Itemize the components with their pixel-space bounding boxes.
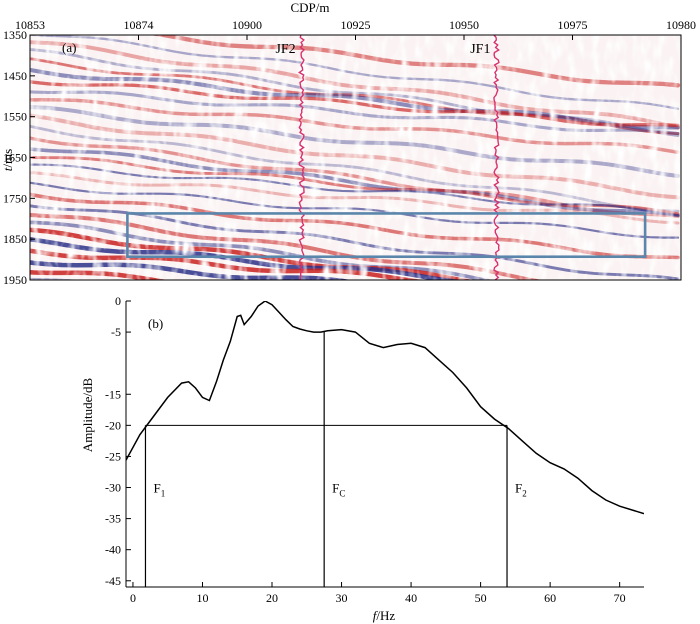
spectrum-y-tick-label: -5: [111, 325, 121, 339]
spectrum-x-tick-label: 0: [130, 591, 136, 605]
seismic-y-tick-label: 1550: [3, 110, 27, 124]
spectrum-x-tick-label: 30: [336, 591, 348, 605]
seismic-x-tick-label: 10950: [449, 18, 479, 32]
panel-b-label: (b): [148, 316, 163, 331]
seismic-y-tick-label: 1650: [3, 151, 27, 165]
spectrum-x-tick-label: 10: [196, 591, 208, 605]
well-trace-jf1: [493, 35, 500, 280]
spectrum-y-tick-label: 0: [115, 294, 121, 308]
seismic-x-tick-label: 10853: [15, 18, 45, 32]
spectrum-markers: [144, 331, 508, 587]
panel-a-label: (a): [62, 40, 76, 55]
seismic-y-axis-symbol: t: [0, 167, 15, 171]
spectrum-x-axis-symbol: f: [373, 608, 379, 623]
spectrum-x-tick-label: 20: [266, 591, 278, 605]
spectrum-y-tick-label: -25: [105, 449, 121, 463]
seismic-section-panel: 10853 10874 10900 10925 10950 10975 10980 1350 1…: [0, 0, 696, 385]
seismic-y-tick-label: 1350: [3, 28, 27, 42]
spectrum-y-tick-label: -30: [105, 481, 121, 495]
seismic-x-tick-label: 10874: [124, 18, 154, 32]
spectrum-axes: 0 10 20 30 40 50 60 70 0 -5 -15 -20 -25 -30 -35 -40 -45: [105, 294, 626, 605]
spectrum-x-tick-label: 50: [475, 591, 487, 605]
marker-label-f2: F2: [515, 481, 527, 499]
spectrum-x-tick-label: 70: [614, 591, 626, 605]
spectrum-y-tick-label: -40: [105, 543, 121, 557]
spectrum-y-tick-label: -20: [105, 418, 121, 432]
seismic-x-tick-label: 10980: [666, 18, 696, 32]
spectrum-x-tick-label: 40: [405, 591, 417, 605]
seismic-x-axis-title: CDP/m: [290, 0, 329, 15]
spectrum-y-axis-title: Amplitude/dB: [80, 377, 95, 452]
reflector-band: [20, 295, 678, 385]
seismic-noise-overlay: [30, 35, 681, 280]
target-interval-box: [126, 212, 647, 259]
spectrum-x-axis-title: f/Hz: [373, 608, 396, 623]
seismic-y-axis-title: t/ms: [0, 149, 15, 171]
amplitude-spectrum-panel: 0 10 20 30 40 50 60 700-5-15-20-25-30-35-40-45 …: [80, 294, 644, 623]
seismic-x-tick-label: 10925: [341, 18, 371, 32]
well-label-jf2: JF2: [275, 42, 295, 57]
well-traces: [298, 35, 500, 280]
spectrum-x-axis-unit: /Hz: [376, 608, 395, 623]
seismic-y-tick-label: 1750: [3, 191, 27, 205]
spectrum-y-tick-label: -45: [105, 574, 121, 588]
marker-label-f1: F1: [153, 481, 165, 499]
seismic-y-tick-label: 1450: [3, 69, 27, 83]
seismic-y-tick-label: 1850: [3, 232, 27, 246]
spectrum-x-tick-label: 60: [544, 591, 556, 605]
seismic-y-tick-label: 1950: [3, 273, 27, 287]
seismic-x-tick-label: 10900: [232, 18, 262, 32]
seismic-x-tick-label: 10975: [558, 18, 588, 32]
marker-label-fc: FC: [332, 481, 345, 499]
seismic-axes: 10853 10874 10900 10925 10950 10975 10980 1350 1…: [3, 18, 696, 287]
spectrum-y-tick-label: -35: [105, 512, 121, 526]
seismic-y-axis-unit: /ms: [0, 149, 15, 168]
well-label-jf1: JF1: [470, 42, 490, 57]
well-trace-jf2: [298, 35, 306, 280]
spectrum-y-tick-label: -15: [105, 387, 121, 401]
spectrum-curve: [126, 301, 644, 515]
